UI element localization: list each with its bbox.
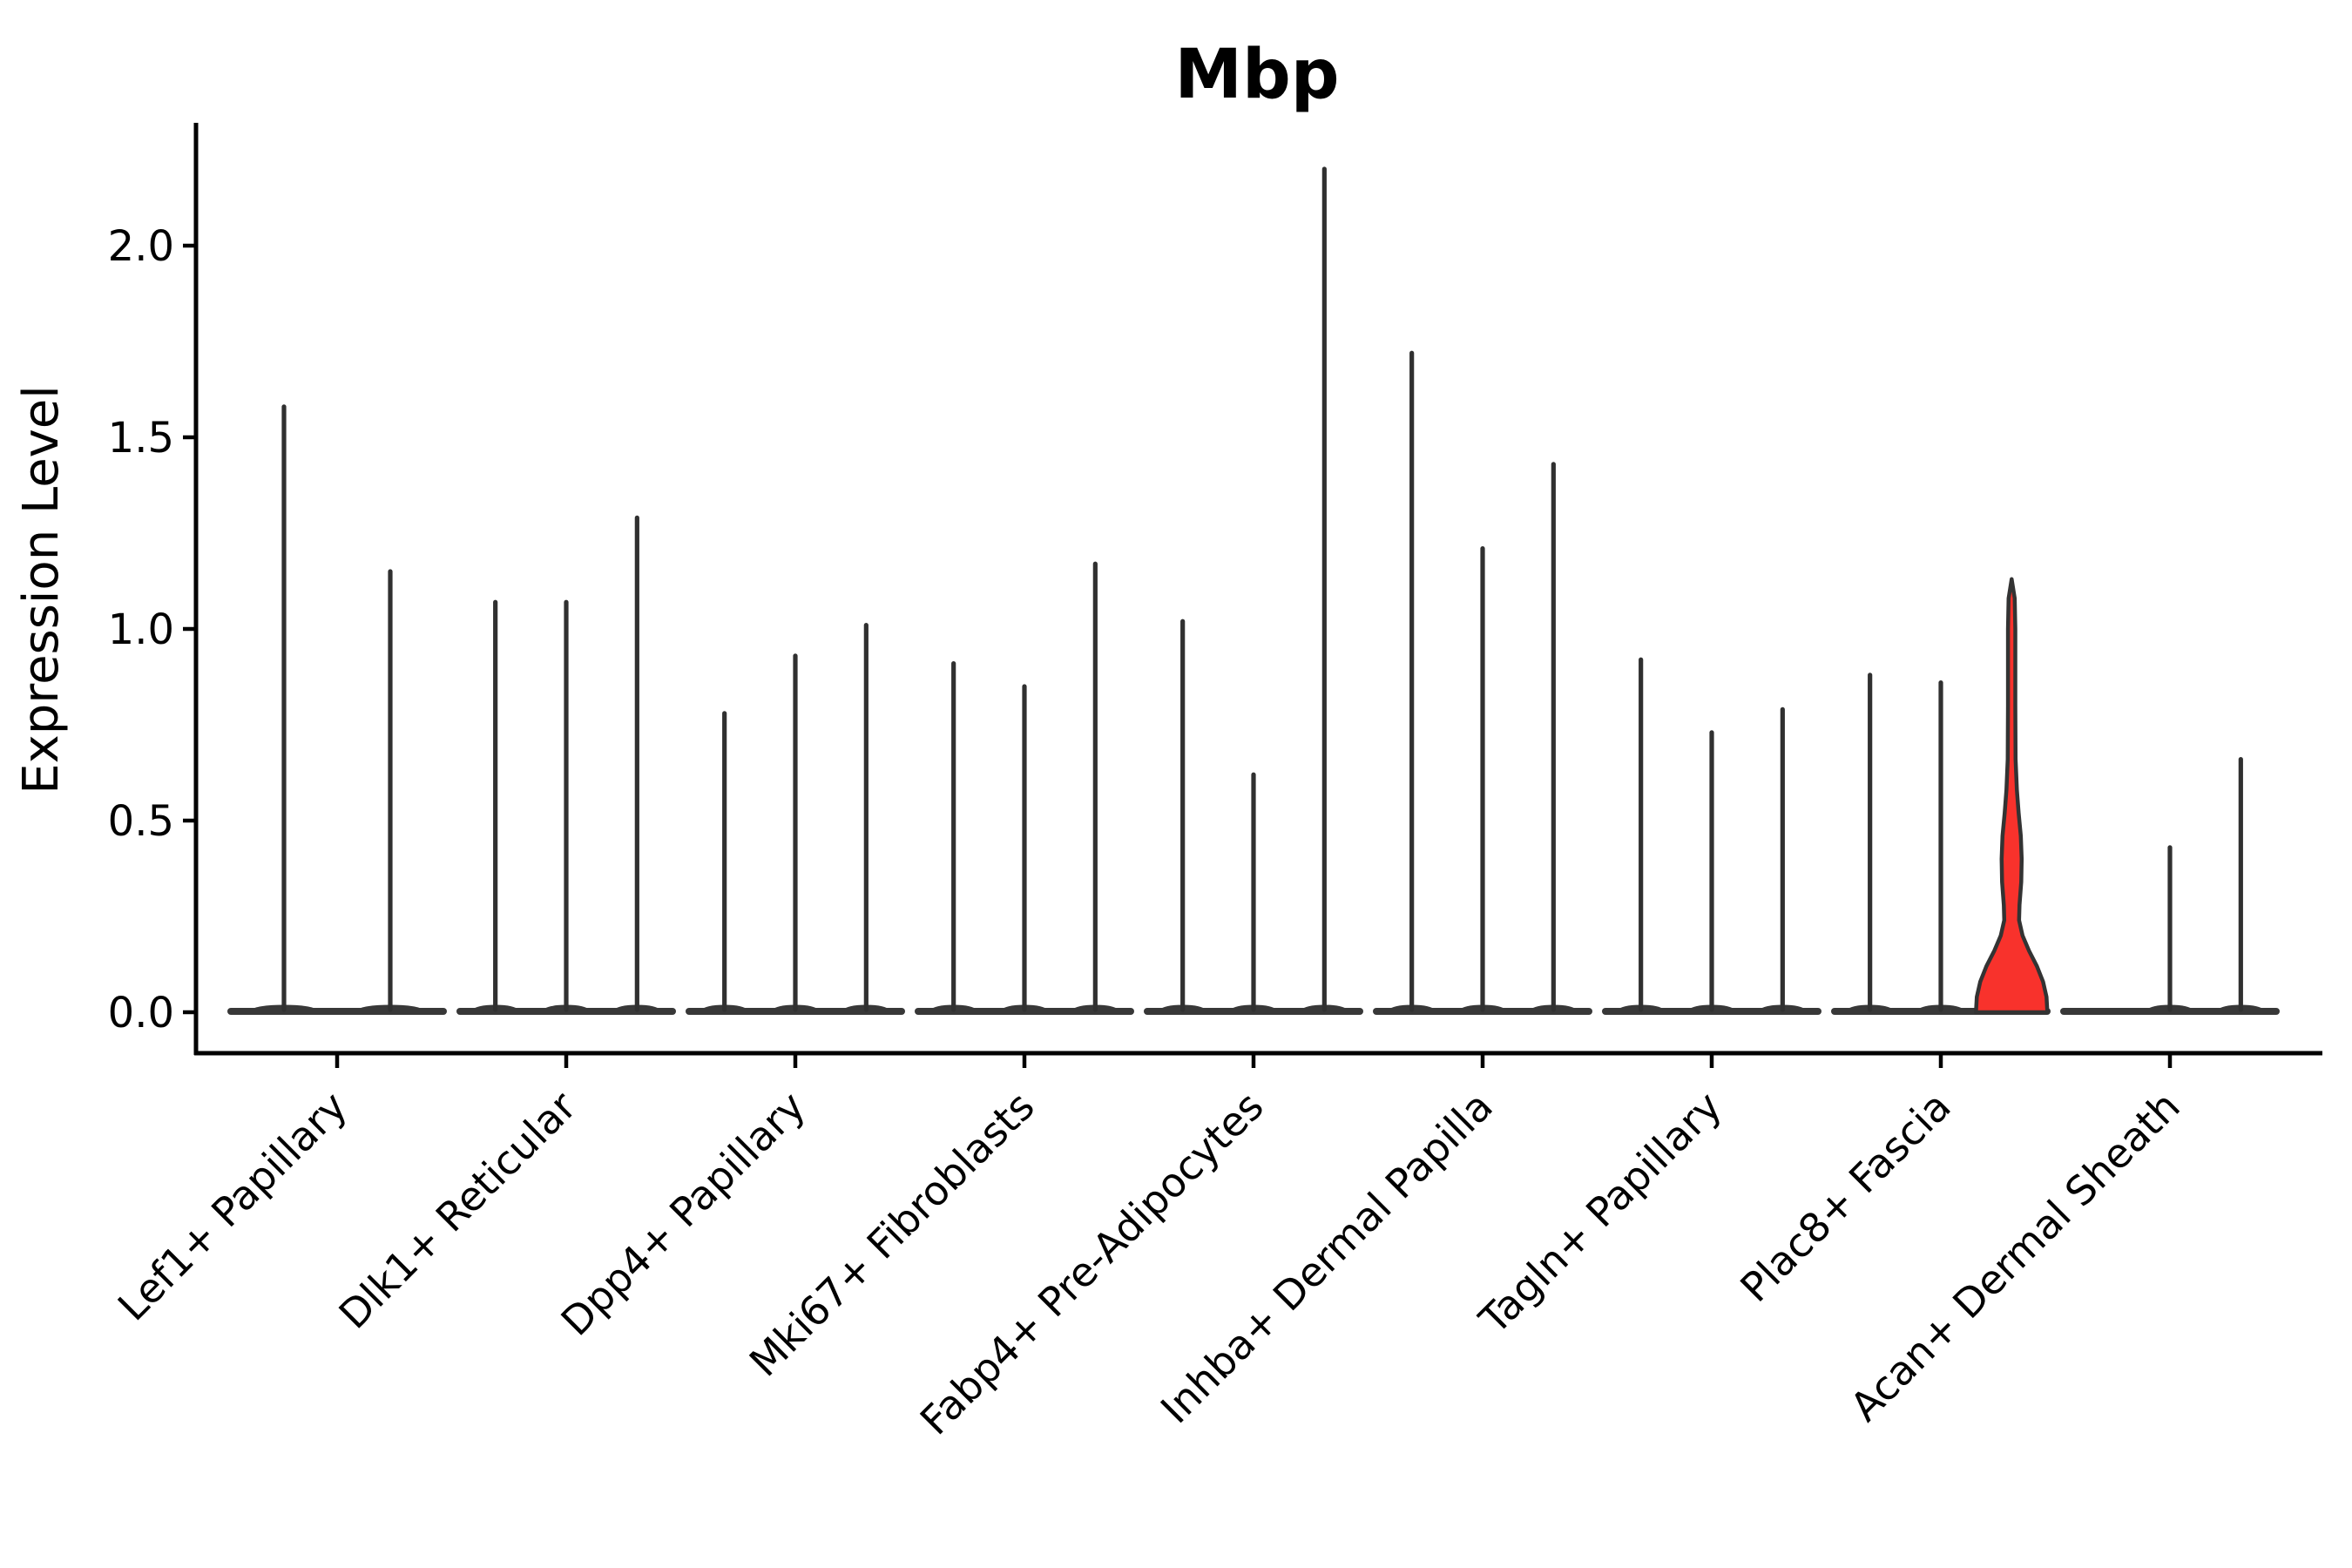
y-tick-label: 0.0 [108, 989, 174, 1037]
y-tick-label: 1.5 [108, 414, 174, 463]
x-tick-label: Lef1+ Papillary [109, 1083, 356, 1330]
y-tick-label: 2.0 [108, 222, 174, 271]
y-axis-label: Expression Level [13, 385, 70, 794]
y-tick-label: 1.0 [108, 605, 174, 654]
x-tick-label: Plac8+ Fascia [1731, 1083, 1959, 1311]
x-tick-label: Tagln+ Papillary [1470, 1083, 1731, 1344]
highlight-violin [1974, 577, 2050, 1015]
x-tick-label: Dpp4+ Papillary [552, 1083, 814, 1345]
chart-title: Mbp [1174, 36, 1339, 114]
y-tick-label: 0.5 [108, 797, 174, 846]
x-tick-label: Dlk1+ Reticular [330, 1083, 585, 1338]
